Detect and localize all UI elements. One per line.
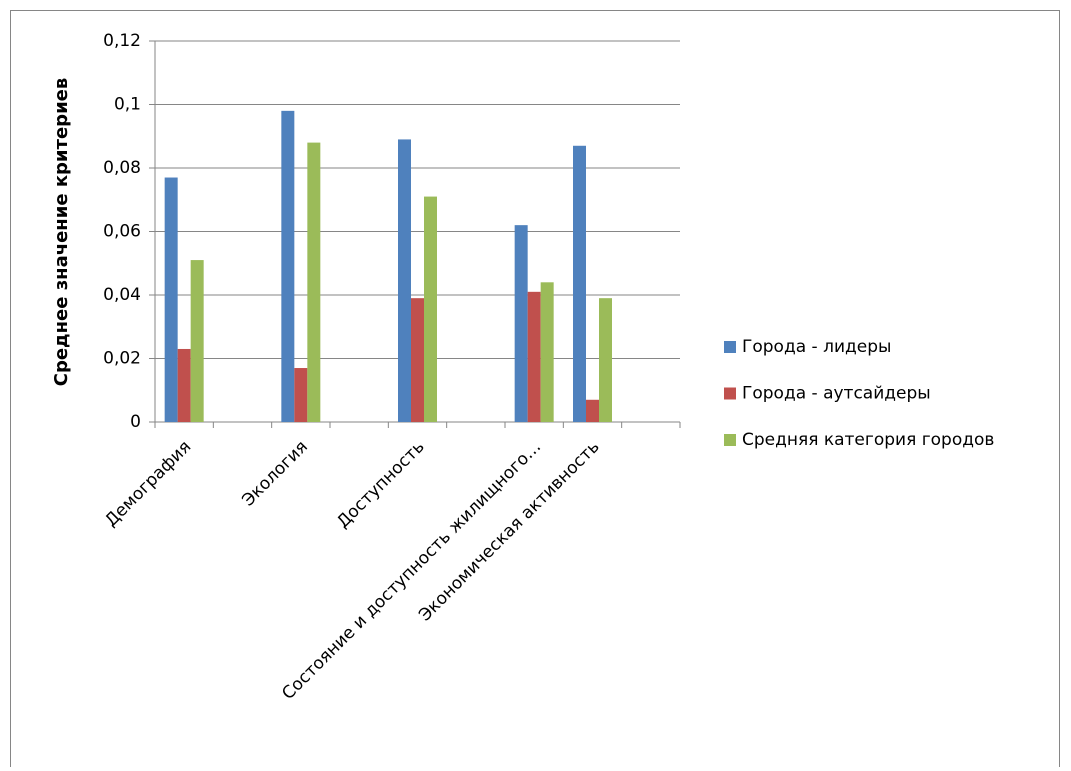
bar: [599, 298, 612, 422]
y-tick-label: 0,04: [103, 285, 141, 305]
bar: [411, 298, 424, 422]
y-tick-label: 0,08: [103, 158, 141, 178]
bar: [573, 145, 586, 422]
bar: [527, 291, 541, 422]
bar: [190, 260, 204, 422]
bar: [177, 348, 191, 422]
legend-label: Города - аутсайдеры: [742, 384, 931, 404]
bar: [307, 142, 321, 422]
legend-label: Средняя категория городов: [742, 430, 994, 450]
y-axis-title: Среднее значение критериев: [51, 78, 72, 387]
y-tick-label: 0: [130, 412, 141, 432]
bar: [424, 196, 437, 422]
legend-swatch: [724, 387, 736, 400]
bar: [514, 225, 528, 422]
bar: [398, 139, 411, 423]
y-tick-label: 0,1: [114, 95, 141, 115]
bar: [540, 282, 554, 422]
legend-swatch: [724, 434, 736, 446]
y-tick-label: 0,06: [103, 222, 141, 242]
bar: [164, 177, 178, 422]
legend-swatch: [724, 341, 736, 353]
y-tick-label: 0,12: [103, 31, 141, 51]
y-tick-label: 0,02: [103, 349, 141, 369]
bar: [294, 368, 308, 422]
bar: [586, 399, 599, 422]
legend-label: Города - лидеры: [742, 337, 891, 357]
bar: [281, 110, 295, 422]
